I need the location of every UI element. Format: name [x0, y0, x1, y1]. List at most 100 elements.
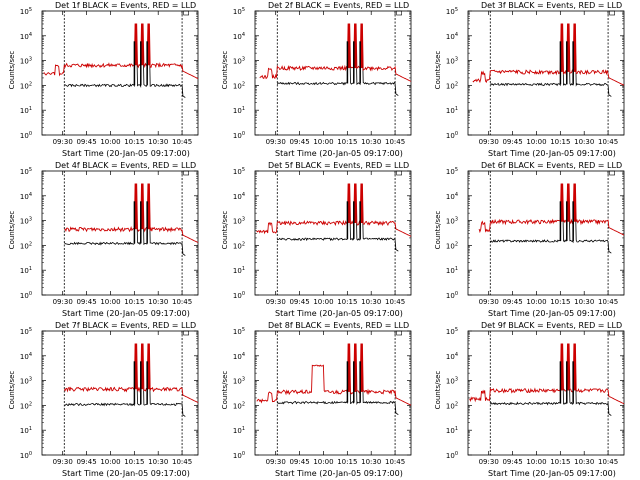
y-tick-exponent: 1 — [29, 426, 32, 432]
x-tick-label: 09:45 — [76, 138, 96, 146]
y-tick-exponent: 1 — [29, 266, 32, 272]
plot-frame — [41, 170, 199, 296]
panel-title: Det 4f BLACK = Events, RED = LLD — [55, 161, 197, 170]
panel-title: Det 7f BLACK = Events, RED = LLD — [55, 321, 197, 330]
y-tick-exponent: 0 — [242, 451, 245, 457]
x-tick-label: 10:30 — [148, 298, 168, 306]
y-tick-label: 103 — [446, 377, 458, 386]
x-axis-label: Start Time (20-Jan-05 09:17:00) — [488, 469, 616, 478]
x-tick-label: 09:45 — [76, 458, 96, 466]
plot-frame — [467, 170, 625, 296]
events-series-line — [276, 40, 399, 96]
x-tick-label: 09:30 — [479, 138, 499, 146]
y-tick-exponent: 4 — [455, 32, 458, 38]
y-tick-label: 105 — [20, 327, 32, 336]
x-tick-label: 09:45 — [289, 458, 309, 466]
y-tick-label: 103 — [233, 377, 245, 386]
y-tick-label: 105 — [233, 7, 245, 16]
y-tick-label: 102 — [20, 81, 32, 90]
panel-title: Det 8f BLACK = Events, RED = LLD — [268, 321, 410, 330]
y-tick-exponent: 3 — [455, 377, 458, 383]
plot-frame — [41, 10, 199, 136]
lld-series-line — [63, 343, 199, 403]
x-tick-label: 09:45 — [289, 298, 309, 306]
plot-frame — [467, 10, 625, 136]
x-tick-label: 10:45 — [385, 458, 405, 466]
corner-box — [396, 170, 402, 176]
x-tick-label: 10:45 — [598, 138, 618, 146]
lld-series-line — [472, 23, 625, 86]
y-tick-label: 104 — [233, 192, 245, 201]
x-tick-label: 10:15 — [550, 458, 570, 466]
panel-title: Det 1f BLACK = Events, RED = LLD — [55, 1, 197, 10]
y-tick-label: 104 — [20, 352, 32, 361]
y-tick-exponent: 4 — [242, 192, 245, 198]
x-tick-label: 09:30 — [266, 138, 286, 146]
detector-panel: 100 101 102 103 104 105 09:30 09:45 10:00 10:15 10… — [426, 0, 639, 160]
y-tick-exponent: 0 — [242, 131, 245, 137]
x-tick-label: 10:00 — [100, 138, 120, 146]
x-tick-label: 09:45 — [76, 298, 96, 306]
y-tick-exponent: 3 — [29, 57, 32, 63]
events-series-line — [276, 360, 399, 416]
y-tick-label: 103 — [233, 57, 245, 66]
detector-panel: 100 101 102 103 104 105 09:30 09:45 10:00 10:15 10… — [0, 160, 213, 320]
y-tick-exponent: 4 — [29, 192, 32, 198]
y-tick-exponent: 1 — [242, 266, 245, 272]
y-axis-label: Counts/sec — [8, 370, 16, 410]
x-tick-label: 09:45 — [502, 138, 522, 146]
y-tick-label: 105 — [20, 167, 32, 176]
y-tick-exponent: 0 — [455, 451, 458, 457]
y-tick-label: 104 — [20, 32, 32, 41]
y-tick-label: 102 — [20, 241, 32, 250]
y-tick-label: 105 — [20, 7, 32, 16]
x-tick-label: 10:00 — [313, 458, 333, 466]
y-tick-exponent: 4 — [242, 32, 245, 38]
x-tick-label: 10:15 — [124, 298, 144, 306]
y-tick-label: 104 — [446, 352, 458, 361]
x-tick-label: 10:00 — [526, 458, 546, 466]
y-axis-label: Counts/sec — [8, 50, 16, 90]
plot-frame — [41, 330, 199, 456]
y-tick-label: 101 — [233, 266, 245, 275]
corner-box — [396, 10, 402, 16]
y-tick-exponent: 2 — [455, 401, 458, 407]
y-tick-exponent: 2 — [242, 81, 245, 87]
plot-frame — [254, 330, 412, 456]
x-tick-label: 10:15 — [337, 138, 357, 146]
y-tick-exponent: 0 — [242, 291, 245, 297]
lld-series-line — [259, 23, 412, 82]
y-tick-exponent: 2 — [29, 401, 32, 407]
x-tick-label: 10:00 — [526, 138, 546, 146]
y-tick-exponent: 4 — [455, 192, 458, 198]
x-tick-label: 10:00 — [313, 298, 333, 306]
x-tick-label: 10:15 — [550, 298, 570, 306]
y-tick-label: 103 — [20, 377, 32, 386]
events-series-line — [489, 200, 612, 254]
y-axis-label: Counts/sec — [8, 210, 16, 250]
x-tick-label: 10:30 — [574, 458, 594, 466]
x-tick-label: 10:45 — [172, 138, 192, 146]
x-tick-label: 10:15 — [337, 298, 357, 306]
y-tick-exponent: 4 — [242, 352, 245, 358]
y-tick-exponent: 5 — [455, 327, 458, 333]
y-tick-exponent: 5 — [455, 7, 458, 13]
x-tick-label: 10:30 — [574, 298, 594, 306]
y-tick-exponent: 0 — [29, 291, 32, 297]
corner-box — [183, 10, 189, 16]
y-tick-exponent: 4 — [29, 352, 32, 358]
lld-series-line — [469, 343, 625, 405]
y-tick-exponent: 1 — [242, 106, 245, 112]
x-tick-label: 10:30 — [148, 458, 168, 466]
x-tick-label: 09:30 — [266, 298, 286, 306]
y-tick-label: 100 — [20, 131, 32, 140]
corner-box — [396, 330, 402, 336]
corner-box — [609, 170, 615, 176]
detector-panel: 100 101 102 103 104 105 09:30 09:45 10:00 10:15 10… — [0, 0, 213, 160]
detector-panel: 100 101 102 103 104 105 09:30 09:45 10:00 10:15 10… — [0, 320, 213, 480]
x-tick-label: 10:45 — [172, 458, 192, 466]
